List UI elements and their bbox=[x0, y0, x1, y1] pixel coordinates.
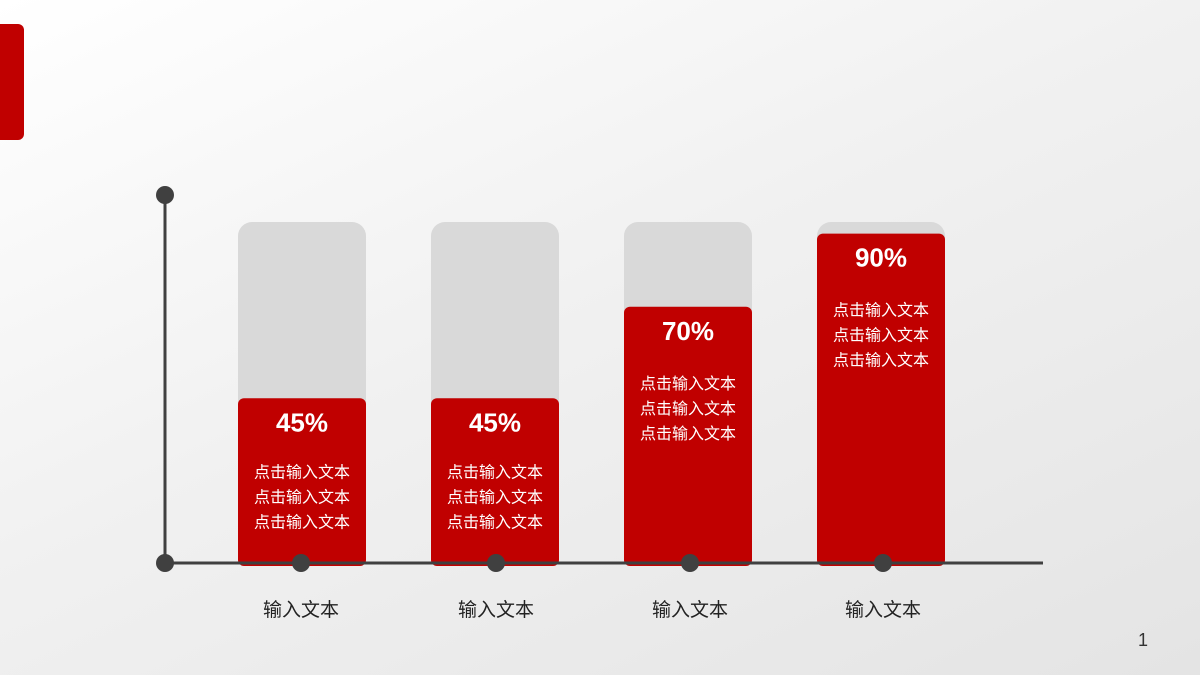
accent-tab bbox=[0, 24, 24, 140]
bar-description: 点击输入文本 bbox=[833, 326, 929, 345]
bar bbox=[238, 398, 366, 566]
bar-description: 点击输入文本 bbox=[640, 399, 736, 418]
axis-origin-dot bbox=[156, 554, 174, 572]
bar-description: 点击输入文本 bbox=[254, 487, 350, 506]
category-label: 输入文本 bbox=[458, 599, 534, 621]
bar-value-label: 45% bbox=[469, 407, 521, 437]
page-number: 1 bbox=[1137, 630, 1148, 650]
bar-value-label: 90% bbox=[855, 243, 907, 273]
bar-value-label: 70% bbox=[662, 316, 714, 346]
bar-description: 点击输入文本 bbox=[254, 462, 350, 481]
bar-description: 点击输入文本 bbox=[833, 301, 929, 320]
bar-description: 点击输入文本 bbox=[833, 351, 929, 370]
category-marker bbox=[487, 554, 505, 572]
bar-description: 点击输入文本 bbox=[447, 487, 543, 506]
category-marker bbox=[681, 554, 699, 572]
bar-description: 点击输入文本 bbox=[254, 512, 350, 531]
bar-description: 点击输入文本 bbox=[447, 462, 543, 481]
category-marker bbox=[874, 554, 892, 572]
bar bbox=[624, 306, 752, 566]
bar-description: 点击输入文本 bbox=[640, 424, 736, 443]
bar bbox=[431, 398, 559, 566]
bar-description: 点击输入文本 bbox=[640, 374, 736, 393]
bar-description: 点击输入文本 bbox=[447, 512, 543, 531]
category-marker bbox=[292, 554, 310, 572]
category-label: 输入文本 bbox=[845, 599, 921, 621]
y-axis-end-dot bbox=[156, 186, 174, 204]
bar-value-label: 45% bbox=[276, 407, 328, 437]
bar bbox=[817, 233, 945, 566]
category-label: 输入文本 bbox=[652, 599, 728, 621]
category-label: 输入文本 bbox=[263, 599, 339, 621]
